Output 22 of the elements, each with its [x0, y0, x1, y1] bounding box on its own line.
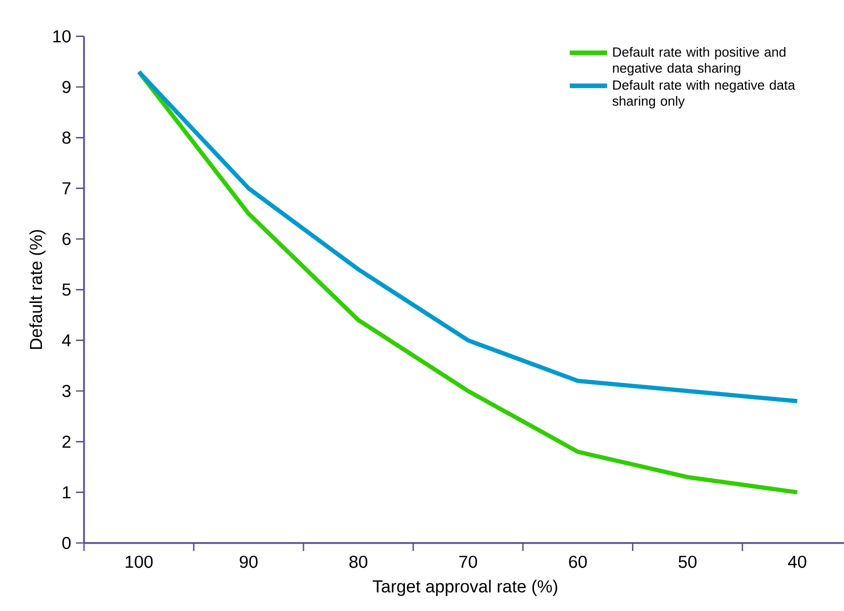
y-tick-label: 4	[62, 334, 71, 346]
y-axis-title: Default rate (%)	[29, 230, 46, 349]
x-tick-label: 70	[459, 556, 478, 568]
y-tick-label: 0	[62, 536, 71, 550]
x-tick-label: 100	[126, 556, 153, 568]
x-tick-label: 90	[240, 556, 258, 568]
x-tick-label: 80	[349, 556, 368, 568]
legend-label: Default rate with negative data sharing only	[612, 80, 796, 108]
y-tick-label: 1	[62, 486, 70, 498]
legend-label: Default rate with positive and negative data sharing	[612, 46, 786, 76]
x-tick-label: 40	[788, 556, 806, 568]
x-tick-label: 50	[678, 556, 697, 568]
y-tick-label: 5	[62, 284, 71, 296]
y-tick-label: 7	[62, 182, 70, 194]
y-tick-label: 2	[62, 436, 70, 448]
y-tick-label: 10	[53, 30, 71, 42]
y-tick-label: 8	[62, 132, 71, 144]
y-tick-label: 9	[62, 80, 70, 94]
y-tick-label: 3	[62, 384, 71, 398]
y-tick-label: 6	[62, 232, 71, 246]
x-tick-label: 60	[569, 556, 587, 568]
x-axis-title: Target approval rate (%)	[372, 580, 558, 596]
